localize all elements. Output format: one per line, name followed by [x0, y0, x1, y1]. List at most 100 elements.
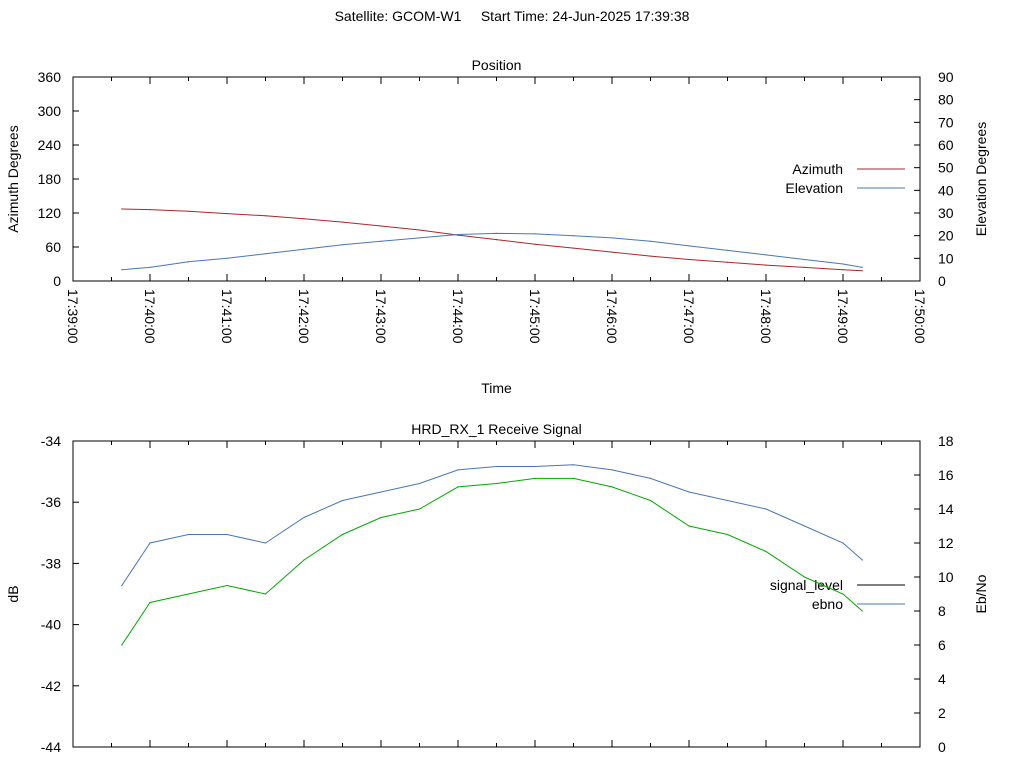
panel2-series-ebno-point: [861, 559, 863, 561]
panel2-series-ebno-point: [534, 465, 536, 468]
panel2-y2tick-label: 12: [938, 535, 954, 551]
panel2-series-series-2-point: [303, 559, 305, 561]
panel2-series-ebno-point: [226, 533, 228, 536]
panel2-series-ebno-point: [611, 469, 613, 471]
panel1-series-Elevation-point: [572, 235, 575, 237]
panel2-series-ebno-point: [765, 508, 767, 510]
panel1-series-Elevation-point: [861, 266, 863, 268]
panel1-y2tick-label: 80: [938, 92, 954, 108]
panel2-series-series-2-point: [842, 593, 844, 595]
panel2-ytick-label: -36: [41, 494, 61, 510]
start-time-label: Start Time: 24-Jun-2025 17:39:38: [480, 8, 690, 24]
panel1-ytick-label: 60: [45, 239, 61, 255]
panel2-y2tick-label: 14: [938, 501, 954, 517]
panel1-series-Azimuth-point: [303, 218, 305, 220]
panel1-series-Elevation-point: [226, 257, 228, 259]
panel2-series-ebno-point: [649, 477, 652, 479]
panel2-series-ebno-point: [688, 491, 690, 493]
panel1-series-Elevation-point: [418, 237, 421, 239]
panel1-xtick-label: 17:48:00: [758, 289, 774, 344]
panel1-y2tick-label: 30: [938, 205, 954, 221]
panel2-series-ebno-point: [149, 542, 151, 544]
panel2-y2tick-label: 8: [938, 603, 946, 619]
panel2-series-series-2-point: [226, 584, 228, 587]
panel1-xtick-label: 17:39:00: [65, 289, 81, 344]
panel2-series-ebno-point: [264, 542, 267, 544]
panel1-series-Azimuth-point: [534, 243, 536, 245]
panel2-series-series-2-point: [457, 486, 459, 488]
panel1-series-Azimuth-point: [572, 247, 575, 249]
figure-header: Satellite: GCOM-W1 Start Time: 24-Jun-20…: [0, 8, 1024, 24]
panel1-xtick-label: 17:43:00: [373, 289, 389, 344]
panel2-series-ebno-point: [457, 469, 459, 471]
panel1-series-Azimuth-point: [649, 255, 652, 257]
panel2-legend-label: ebno: [812, 596, 843, 612]
panel1-ytick-label: 300: [38, 103, 62, 119]
panel1-series-Elevation-point: [457, 233, 459, 236]
panel2-series-series-2-point: [534, 477, 536, 479]
panel2-ylabel: dB: [5, 585, 21, 602]
panel2-series-series-2-point: [341, 533, 344, 536]
panel2-ytick-label: -38: [41, 555, 61, 571]
panel1-ytick-label: 240: [38, 137, 62, 153]
panel1-y2tick-label: 50: [938, 160, 954, 176]
panel2-ytick-label: -44: [41, 739, 61, 755]
panel1-plot-frame: [72, 76, 921, 282]
panel1-y2tick-label: 70: [938, 114, 954, 130]
panel2-y2tick-label: 10: [938, 569, 954, 585]
panel1-y2tick-label: 0: [938, 273, 946, 289]
panel2-ytick-label: -42: [41, 678, 61, 694]
panel2-series-series-2-point: [495, 482, 498, 485]
panel2-series-series-2-point: [803, 576, 806, 578]
panel2-series-ebno-point: [121, 584, 123, 587]
panel1-series-Azimuth-point: [726, 261, 729, 263]
panel2-series-series-2-point: [264, 593, 267, 595]
panel1-xlabel: Time: [481, 380, 512, 396]
panel1-series-Azimuth-point: [688, 258, 690, 261]
panel2-series-series-2-point: [121, 644, 123, 646]
panel1-y2tick-label: 10: [938, 250, 954, 266]
panel2-series-ebno-point: [572, 464, 575, 466]
panel2-series-series-2-line: [121, 477, 863, 646]
panel2-series-series-2-point: [688, 525, 690, 527]
panel2-series-ebno-point: [842, 542, 844, 544]
panel1-series-Azimuth-point: [121, 208, 123, 210]
panel1-series-Azimuth-line: [121, 208, 863, 272]
panel2-series-ebno-point: [380, 491, 382, 493]
panel2-series-series-2-point: [149, 601, 151, 604]
panel2-series-series-2-point: [187, 593, 190, 595]
panel2-series-series-2-point: [611, 486, 613, 488]
panel1-series-Azimuth-point: [765, 264, 767, 266]
panel1-xtick-label: 17:41:00: [219, 289, 235, 344]
panel2-series-series-2-point: [572, 477, 575, 479]
panel2-plot-frame: [72, 440, 921, 748]
panel1-legend-label: Azimuth: [792, 161, 843, 177]
panel1-title: Position: [472, 57, 522, 73]
panel1-ytick-label: 120: [38, 205, 62, 221]
panel1-series-Elevation-point: [649, 240, 652, 242]
panel1-series-Elevation-point: [803, 258, 806, 261]
panel1-series-Azimuth-point: [861, 270, 863, 272]
panel2-series-ebno-point: [803, 525, 806, 527]
panel1-series-Azimuth-point: [187, 210, 190, 212]
panel1-series-Azimuth-point: [842, 269, 844, 271]
panel2-y2tick-label: 18: [938, 433, 954, 449]
panel1-series-Azimuth-point: [495, 239, 498, 241]
panel1-series-Azimuth-point: [226, 212, 228, 215]
panel1-xtick-label: 17:49:00: [835, 289, 851, 344]
panel1-y2tick-label: 20: [938, 228, 954, 244]
panel1-y2label: Elevation Degrees: [973, 122, 989, 236]
panel1-xtick-label: 17:50:00: [912, 289, 928, 344]
panel1-series-Azimuth-point: [341, 221, 344, 223]
panel1-xtick-label: 17:45:00: [527, 289, 543, 344]
panel2-y2tick-label: 2: [938, 705, 946, 721]
panel2-y2tick-label: 4: [938, 671, 946, 687]
panel2-ytick-label: -34: [41, 433, 61, 449]
panel1-series-Elevation-point: [688, 245, 690, 247]
panel1-xtick-label: 17:44:00: [450, 289, 466, 344]
panel2-series-ebno-line: [121, 464, 863, 586]
panel2-series-series-2-point: [861, 610, 863, 612]
panel1-series-Elevation-point: [264, 253, 267, 255]
panel1-series-Elevation-point: [187, 261, 190, 263]
